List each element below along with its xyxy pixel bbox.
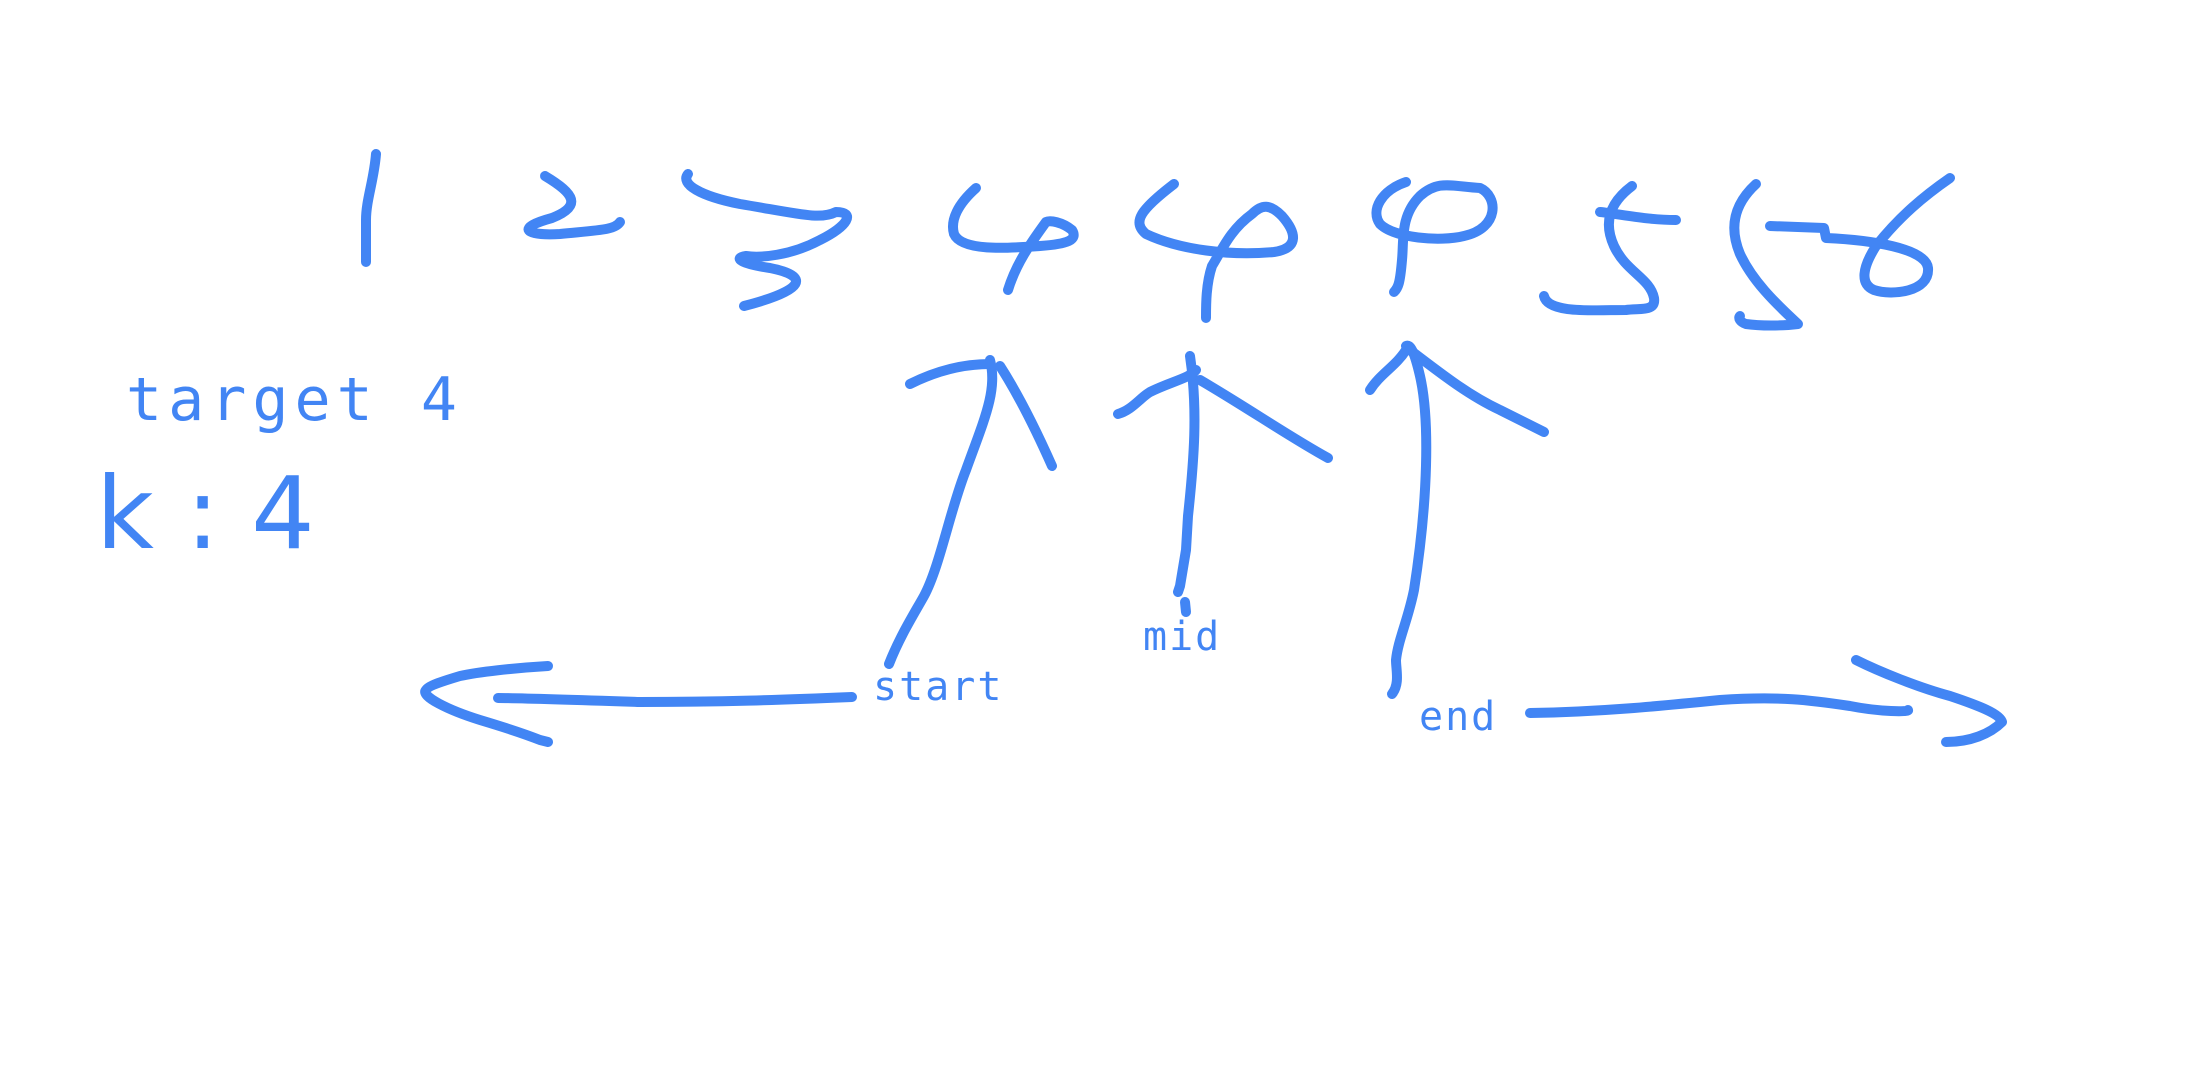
array-value-6 xyxy=(1729,173,1955,331)
array-value-4-c xyxy=(1371,177,1498,297)
left-arrow xyxy=(420,661,857,747)
array-value-4-b xyxy=(1134,179,1298,323)
target-label: target 4 xyxy=(126,365,463,435)
mid-pointer-arrow xyxy=(1113,351,1333,617)
array-value-4 xyxy=(948,183,1079,295)
start-label: start xyxy=(873,664,1003,710)
array-value-2 xyxy=(523,171,625,240)
start-pointer-arrow xyxy=(884,355,1057,669)
array-value-3 xyxy=(681,169,852,311)
array-digits xyxy=(361,149,1955,331)
array-value-5 xyxy=(1539,181,1681,316)
end-pointer-arrow xyxy=(1365,340,1549,699)
end-label: end xyxy=(1419,694,1497,740)
array-value-1 xyxy=(361,149,381,267)
right-arrow xyxy=(1525,655,2007,747)
k-label: k : 4 xyxy=(96,455,315,572)
mid-label: mid xyxy=(1143,614,1221,660)
